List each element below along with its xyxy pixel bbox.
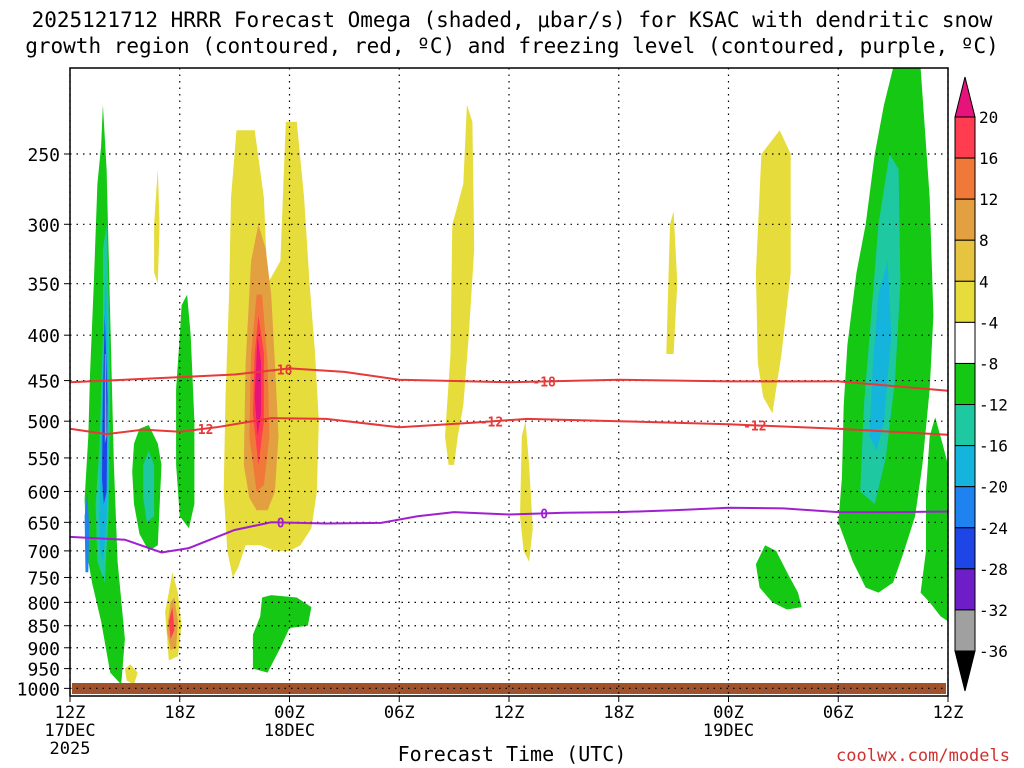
omega-region <box>154 169 160 284</box>
colorbar-bin <box>954 116 976 159</box>
omega-region <box>252 595 312 673</box>
colorbar-label: -36 <box>979 642 1008 661</box>
y-tick-label: 650 <box>27 513 60 534</box>
x-tick-label: 00Z <box>274 703 305 723</box>
colorbar-label: -12 <box>979 396 1008 415</box>
omega-shading <box>84 68 948 685</box>
y-tick-label: 300 <box>27 215 60 236</box>
y-tick-label: 350 <box>27 275 60 296</box>
omega-region <box>143 450 155 523</box>
x-tick-label: 00Z <box>713 703 744 723</box>
colorbar-top-arrow <box>954 76 976 118</box>
colorbar-label: 8 <box>979 231 989 250</box>
y-tick-label: 400 <box>27 326 60 347</box>
colorbar-label: 12 <box>979 190 998 209</box>
y-tick-label: 850 <box>27 617 60 638</box>
y-tick-label: 750 <box>27 568 60 589</box>
omega-region <box>869 261 892 451</box>
chart-title-line2: growth region (contoured, red, ºC) and f… <box>25 34 999 58</box>
y-axis: 2503003504004505005506006507007508008509… <box>17 145 70 700</box>
x-tick-label: 2025 <box>50 739 91 759</box>
colorbar-label: 4 <box>979 272 989 291</box>
contour-line <box>70 367 948 392</box>
x-tick-label: 18Z <box>164 703 195 723</box>
colorbar-label: -20 <box>979 478 1008 497</box>
colorbar-label: -24 <box>979 519 1008 538</box>
credit-link[interactable]: coolwx.com/models <box>836 746 1010 766</box>
contour-label: -12 <box>190 423 213 438</box>
colorbar-bin <box>954 486 976 529</box>
colorbar-bin <box>954 321 976 364</box>
colorbar-bin <box>954 568 976 611</box>
y-tick-label: 700 <box>27 542 60 563</box>
contour-line <box>70 417 948 436</box>
colorbar-bottom-arrow <box>954 650 976 692</box>
colorbar-label: -16 <box>979 437 1008 456</box>
x-tick-label: 12Z <box>55 703 86 723</box>
x-tick-label: 17DEC <box>44 721 95 741</box>
colorbar-label: 20 <box>979 108 998 127</box>
colorbar-bin <box>954 527 976 570</box>
x-tick-label: 06Z <box>823 703 854 723</box>
colorbar-bin <box>954 157 976 200</box>
contour-label: -12 <box>480 415 503 430</box>
colorbar-bin <box>954 198 976 241</box>
colorbar-label: -4 <box>979 313 998 332</box>
colorbar-bin <box>954 239 976 282</box>
x-tick-label: 18DEC <box>264 721 315 741</box>
y-tick-label: 600 <box>27 482 60 503</box>
colorbar-bin <box>954 445 976 488</box>
omega-region <box>445 104 475 465</box>
x-tick-label: 06Z <box>384 703 415 723</box>
omega-region <box>920 417 948 622</box>
omega-region <box>755 130 791 414</box>
y-tick-label: 800 <box>27 593 60 614</box>
terrain-band <box>72 683 946 694</box>
x-tick-label: 19DEC <box>703 721 754 741</box>
contours: -18 -18 -12 -12 -12 0 0 <box>70 363 948 554</box>
contour-label: 0 <box>277 517 285 532</box>
y-tick-label: 500 <box>27 412 60 433</box>
omega-region <box>168 607 175 640</box>
chart-title-line1: 2025121712 HRRR Forecast Omega (shaded, … <box>31 8 993 32</box>
omega-region <box>254 335 262 437</box>
colorbar-label: -8 <box>979 354 998 373</box>
x-tick-label: 12Z <box>933 703 964 723</box>
contour-label: -12 <box>743 419 766 434</box>
omega-region <box>102 315 108 505</box>
colorbar-bin <box>954 404 976 447</box>
contour-label: -18 <box>269 363 293 378</box>
y-tick-label: 950 <box>27 660 60 681</box>
omega-region <box>124 664 138 685</box>
contour-label: 0 <box>540 507 548 522</box>
colorbar-bin <box>954 280 976 323</box>
colorbar-label: -32 <box>979 601 1008 620</box>
colorbar-label: 16 <box>979 149 998 168</box>
y-tick-label: 1000 <box>17 679 60 700</box>
colorbar-bin <box>954 609 976 652</box>
y-tick-label: 250 <box>27 145 60 166</box>
omega-region <box>84 491 90 573</box>
y-tick-label: 550 <box>27 449 60 470</box>
x-axis-title: Forecast Time (UTC) <box>397 742 627 766</box>
y-tick-label: 900 <box>27 639 60 660</box>
omega-region <box>176 294 195 529</box>
colorbar-bin <box>954 362 976 406</box>
x-tick-label: 18Z <box>603 703 634 723</box>
contour-line <box>70 506 948 554</box>
colorbar-label: -28 <box>979 560 1008 579</box>
contour-label: -18 <box>532 375 556 390</box>
omega-region <box>666 211 678 354</box>
x-tick-label: 12Z <box>494 703 525 723</box>
y-tick-label: 450 <box>27 372 60 393</box>
colorbar: 20 16 12 8 4 -4 -8 -12 -16 -20 -24 -28 -32 -36 <box>954 76 1008 692</box>
omega-region <box>104 354 107 444</box>
